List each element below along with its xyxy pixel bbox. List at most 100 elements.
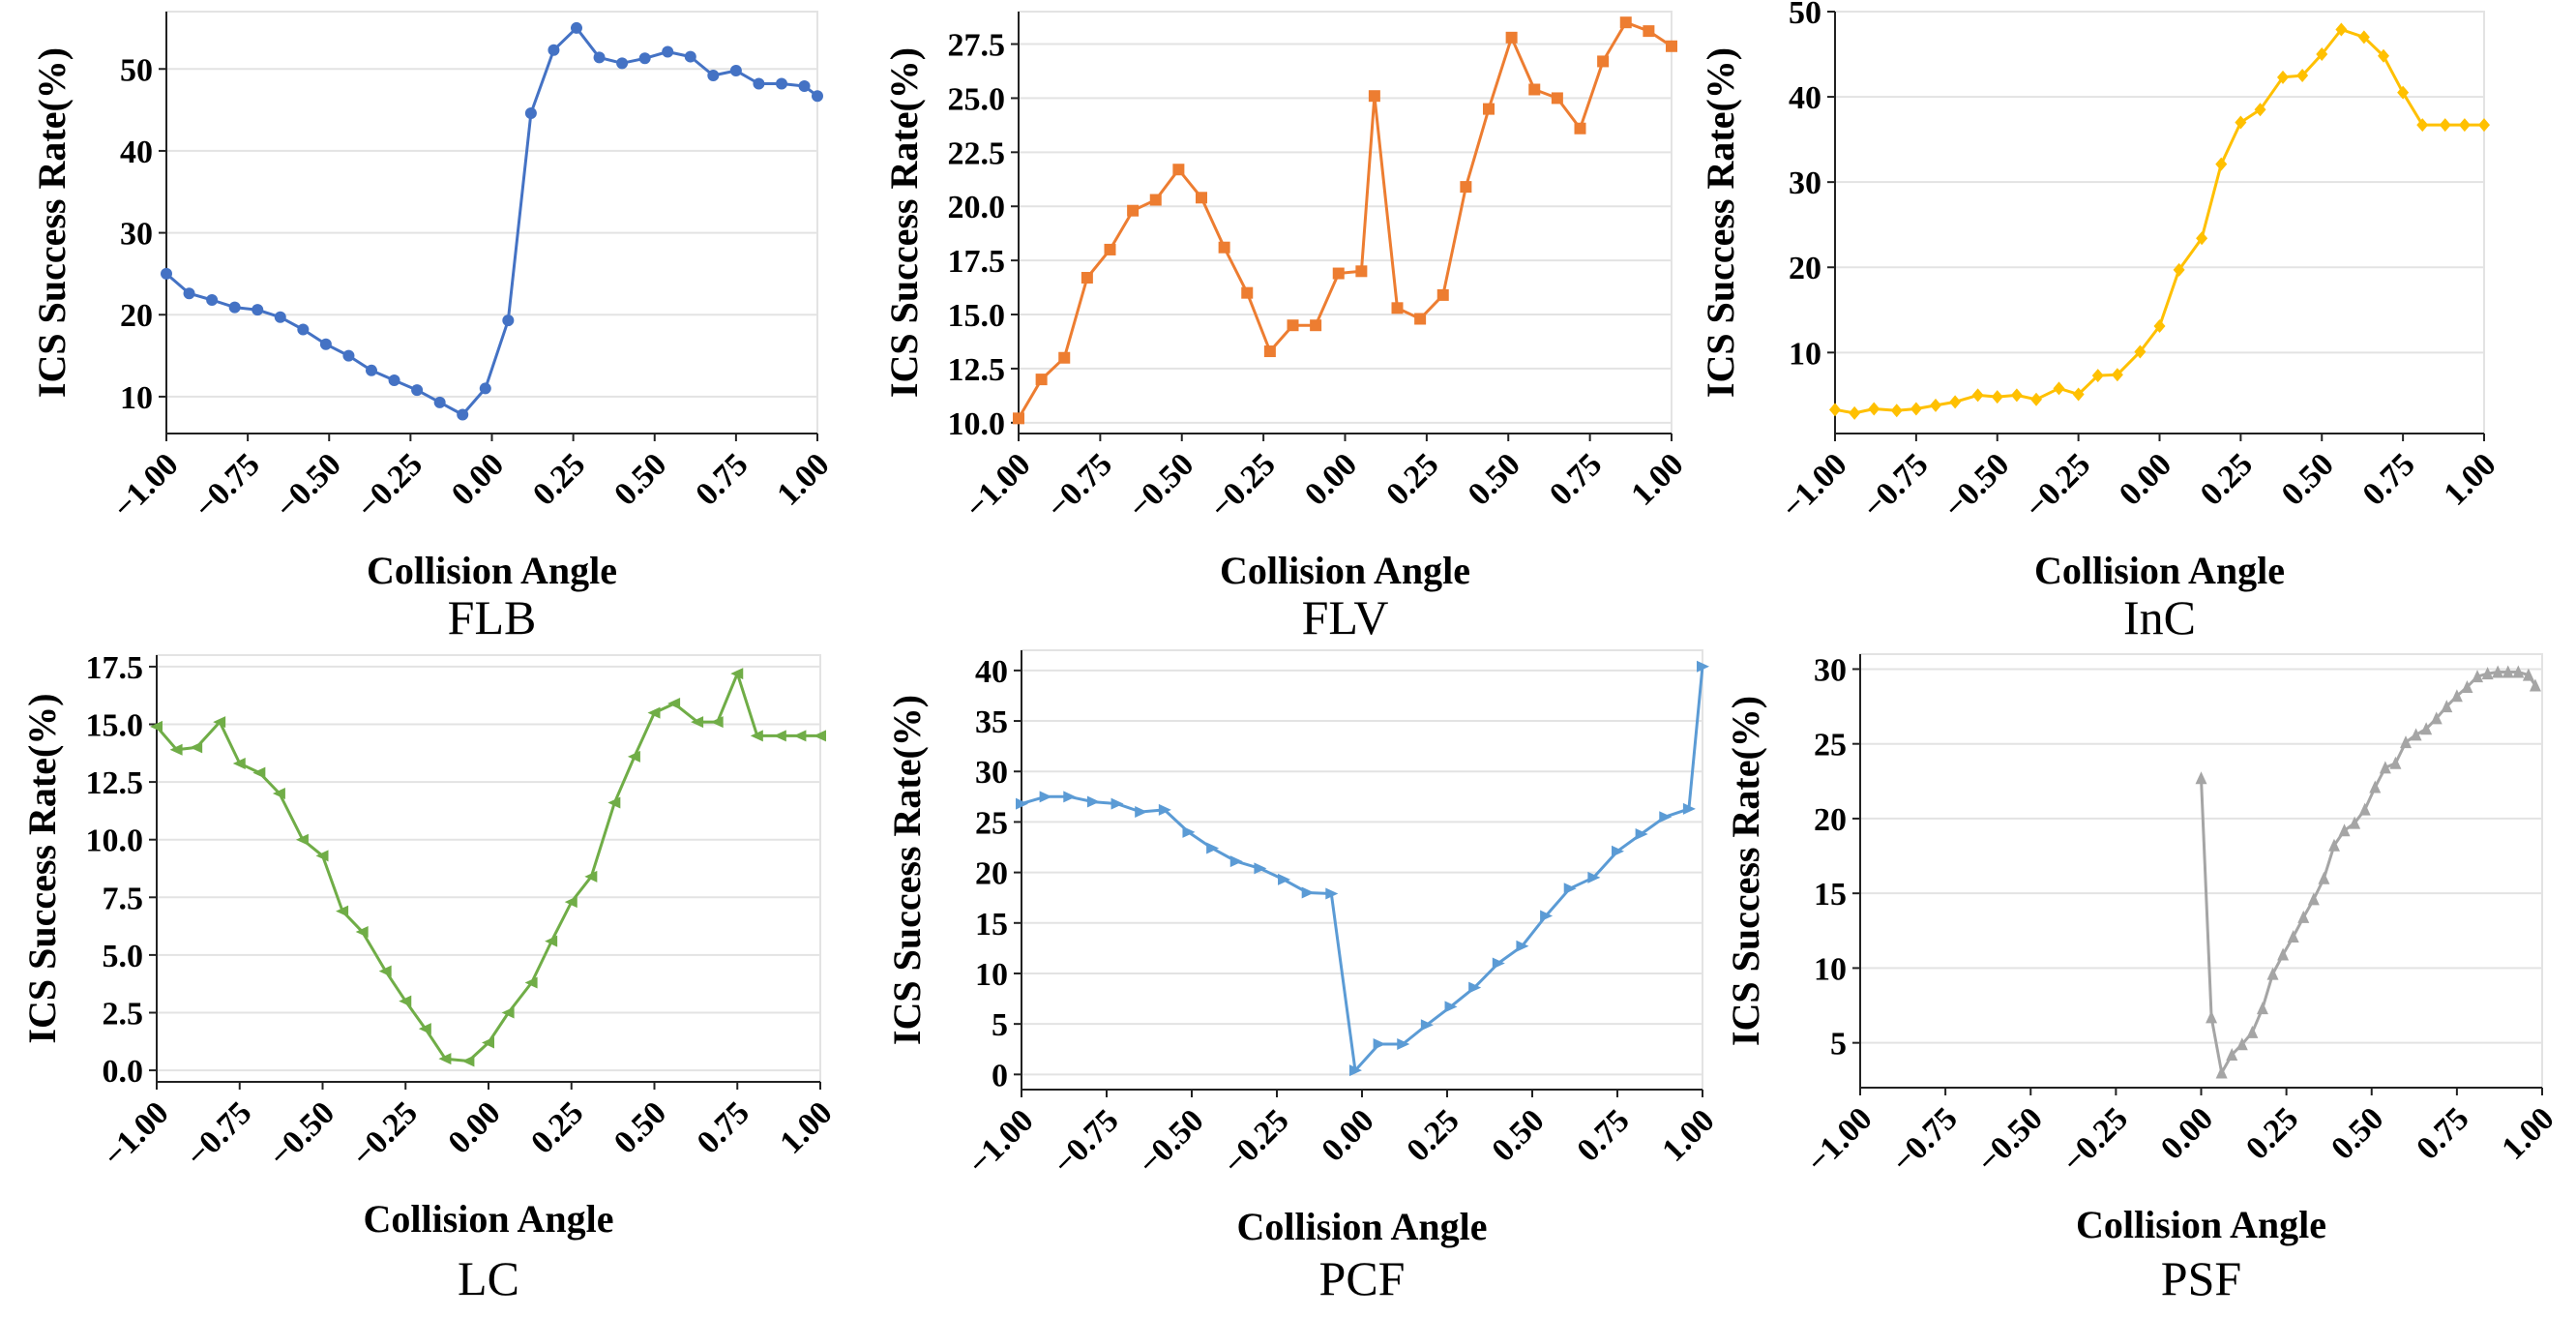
data-point [2512,665,2525,678]
data-point [1039,791,1052,803]
series-line [1021,666,1704,1072]
y-tick-label: 15 [1814,877,1847,913]
data-point [2458,118,2471,133]
panel-caption: PSF [2161,1251,2241,1305]
data-point [1682,802,1696,815]
data-point [206,294,219,307]
data-point [1135,805,1148,818]
data-point [2153,319,2166,334]
data-point [2522,668,2534,681]
data-point [1574,122,1586,135]
data-point [2307,892,2320,906]
data-point [2478,118,2490,133]
data-point [2297,910,2310,923]
data-point [710,716,724,729]
data-point [2196,231,2208,246]
data-point [2266,967,2279,980]
y-tick-label: 40 [1789,80,1821,116]
y-tick-label: 30 [1789,165,1821,201]
series-line [1834,28,2484,415]
x-tick-label: 1.00 [1655,1102,1721,1168]
y-tick-label: 25 [1814,728,1847,763]
data-point [1890,404,1903,418]
data-point [1368,90,1380,103]
data-point [1355,265,1368,278]
y-axis-label: ICS Success Rate(%) [885,695,929,1045]
data-point [365,364,377,376]
data-point [1182,825,1196,838]
x-tick-label: −0.75 [1885,1100,1965,1180]
y-tick-label: 5 [1830,1027,1847,1063]
y-tick-label: 35 [975,704,1008,740]
y-tick-label: 15.0 [948,298,1006,334]
panel-caption: FLB [448,590,537,644]
data-point [2450,689,2463,703]
x-tick-label: −0.50 [1970,1100,2050,1180]
data-point [2277,947,2290,961]
data-point [2053,381,2065,396]
data-point [1849,405,1861,420]
data-point [2377,48,2389,63]
data-point [2072,387,2085,402]
y-tick-label: 7.5 [103,881,144,916]
x-tick-label: 0.25 [2194,446,2260,512]
x-tick-label: −0.50 [1937,446,2016,525]
data-point [2430,711,2443,725]
data-point [2235,115,2247,130]
data-point [482,1036,494,1049]
x-tick-label: 0.25 [2239,1100,2305,1166]
panel-caption: InC [2123,590,2196,644]
data-point [616,57,629,70]
data-point [1930,398,1942,412]
data-point [1278,873,1291,885]
y-tick-label: 15.0 [86,708,144,744]
panel-caption: PCF [1319,1251,1406,1305]
y-axis-label: ICS Success Rate(%) [1724,696,1767,1046]
x-tick-label: −0.25 [2056,1100,2135,1180]
data-point [418,1023,431,1035]
data-point [1063,791,1077,803]
data-point [2502,665,2514,678]
data-point [2400,735,2412,749]
data-point [274,311,286,323]
x-tick-label: 1.00 [2437,446,2502,512]
data-point [1460,181,1472,194]
data-point [1414,313,1427,325]
series-line [155,672,820,1063]
panel-psf: 5 10 15 20 25 30 −1.00 −0.75 −0.50 −0.25 0.00 0.25 0… [1724,652,2561,1305]
y-tick-label: 30 [975,755,1008,791]
data-point [524,106,537,119]
y-tick-label: 10.0 [86,823,144,859]
x-axis-label: Collision Angle [1237,1205,1488,1248]
data-point [2316,47,2328,62]
y-tick-label: 20 [120,298,153,334]
data-point [1086,795,1100,808]
data-point [319,338,332,350]
data-point [2327,838,2340,852]
data-point [662,45,674,58]
x-tick-label: −1.00 [959,446,1038,525]
y-tick-label: 0 [992,1058,1008,1093]
data-point [213,716,226,729]
x-tick-label: −1.00 [1800,1100,1880,1180]
y-tick-label: 12.5 [948,352,1006,388]
x-axis-label: Collision Angle [2076,1203,2326,1246]
data-point [775,77,787,90]
x-tick-label: −0.25 [1203,446,1283,525]
data-point [228,301,241,314]
data-point [812,90,823,103]
data-point [1540,910,1554,922]
data-point [1325,887,1339,900]
data-point [2215,1065,2228,1079]
x-tick-label: 0.75 [2356,446,2422,512]
data-point [2010,388,2023,403]
data-point [169,743,183,756]
x-tick-label: 0.50 [2275,446,2341,512]
x-tick-label: −1.00 [97,1094,176,1174]
y-tick-label: 5.0 [103,939,144,974]
data-point [1829,403,1841,417]
x-axis-label: Collision Angle [1220,549,1470,592]
panel-pcf: 0 5 10 15 20 25 30 35 40 −1.00 −0.75 −0.50 −0.25 0.00… [885,649,1722,1305]
